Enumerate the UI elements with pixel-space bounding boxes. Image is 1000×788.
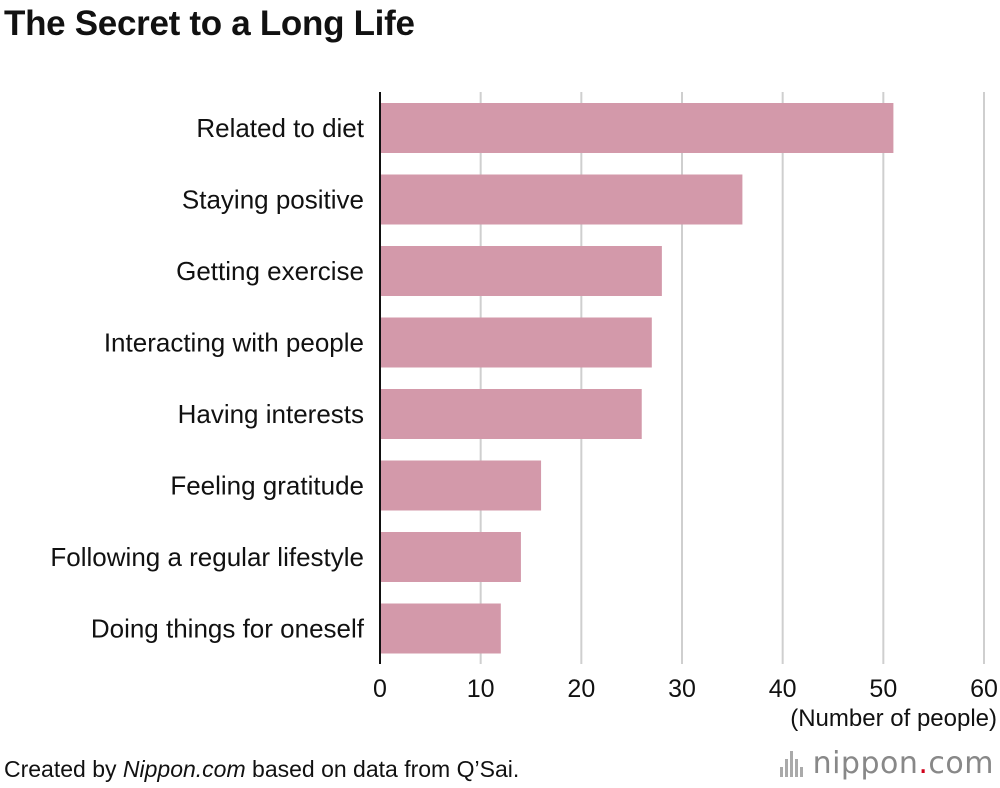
x-tick-label: 0 bbox=[373, 675, 387, 703]
logo-tld: com bbox=[928, 746, 994, 781]
bar bbox=[380, 603, 501, 654]
logo-name: nippon bbox=[812, 746, 919, 781]
logo-bars-icon bbox=[779, 750, 803, 777]
category-label: Doing things for oneself bbox=[91, 614, 365, 644]
x-tick-labels: 0 10 20 30 40 50 60 bbox=[373, 675, 998, 703]
category-label: Feeling gratitude bbox=[170, 471, 364, 501]
credit-suffix: based on data from Q’Sai. bbox=[245, 756, 520, 782]
logo-dot: . bbox=[918, 746, 929, 781]
credit-source: Nippon.com bbox=[122, 756, 246, 782]
bar bbox=[380, 103, 894, 153]
bar bbox=[380, 532, 521, 582]
category-label: Having interests bbox=[178, 399, 364, 429]
bar bbox=[380, 389, 642, 439]
category-label: Related to diet bbox=[196, 113, 364, 143]
category-label: Getting exercise bbox=[176, 256, 364, 286]
x-axis-label: (Number of people) bbox=[790, 705, 997, 732]
x-tick-label: 20 bbox=[567, 675, 595, 703]
bar bbox=[380, 246, 662, 296]
bars bbox=[380, 103, 894, 654]
x-tick-label: 10 bbox=[467, 675, 495, 703]
category-label: Staying positive bbox=[182, 185, 364, 215]
bar bbox=[380, 317, 652, 368]
x-tick-label: 40 bbox=[769, 675, 797, 703]
category-label: Interacting with people bbox=[104, 328, 364, 358]
nippon-logo: nippon. com bbox=[779, 746, 994, 781]
chart-title: The Secret to a Long Life bbox=[4, 4, 415, 43]
category-label: Following a regular lifestyle bbox=[50, 542, 364, 572]
bar bbox=[380, 460, 542, 511]
x-tick-label: 50 bbox=[869, 675, 897, 703]
credit-prefix: Created by bbox=[4, 756, 123, 782]
x-tick-label: 60 bbox=[970, 675, 998, 703]
x-tick-label: 30 bbox=[668, 675, 696, 703]
credit-line: Created by Nippon.com based on data from… bbox=[4, 756, 519, 783]
bar bbox=[380, 174, 743, 225]
category-labels: Related to diet Staying positive Getting e… bbox=[50, 113, 364, 644]
